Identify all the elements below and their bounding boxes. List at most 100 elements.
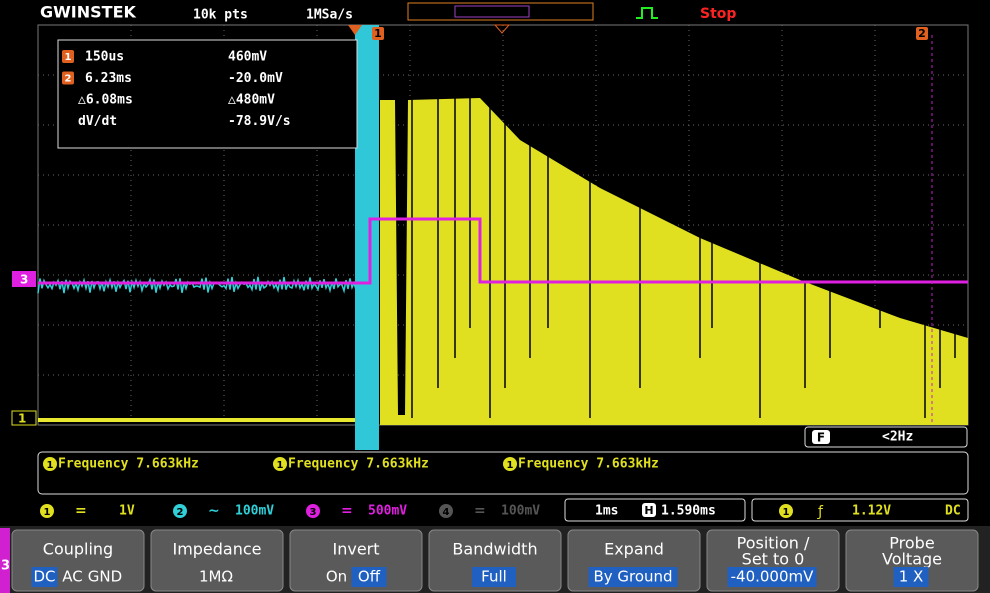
cursor-readout: [57, 39, 358, 149]
position-icon: H: [644, 504, 653, 517]
trigger-box: [751, 498, 969, 522]
meas-icon: [503, 457, 517, 471]
cursor-time: 150us: [85, 50, 124, 65]
channel-scale: 100mV: [235, 504, 274, 519]
menu-button[interactable]: Invert On Off: [289, 529, 423, 592]
button-option: 1 X: [899, 568, 924, 586]
cursor-2-marker: [916, 27, 928, 40]
filter-box: [804, 426, 968, 448]
cursor-time: △6.08ms: [78, 93, 133, 108]
meas-icon: [273, 457, 287, 471]
sample-rate: 1MSa/s: [306, 8, 353, 23]
cursor-marker-label: 1: [65, 52, 72, 63]
center-marker: [493, 24, 511, 34]
memory-overview: [407, 2, 594, 21]
option-highlight: [727, 567, 817, 587]
channel-num: 1: [44, 507, 51, 518]
meas-channel: 1: [507, 460, 514, 471]
cursor-1-marker: [372, 27, 384, 40]
ch3-label: 3: [20, 273, 28, 287]
button-option: By Ground: [593, 568, 672, 586]
trigger-source-icon: [779, 504, 793, 518]
filter-icon: F: [817, 431, 825, 445]
meas-icon: [43, 457, 57, 471]
cursor-1-label: 1: [374, 27, 382, 40]
timebase-position: 1.590ms: [661, 504, 716, 519]
button-title: Voltage: [882, 550, 942, 569]
trigger-marker: [348, 25, 362, 35]
menu-button[interactable]: Position /Set to 0-40.000mV: [706, 529, 840, 592]
button-option: 1MΩ: [199, 568, 233, 586]
channel-coupling: =: [474, 503, 486, 519]
ch3-waveform: [38, 217, 968, 285]
cursor-time: dV/dt: [78, 114, 117, 129]
channel-icon: [173, 504, 187, 518]
channel-coupling: ∼: [208, 503, 220, 519]
menu-tab: [0, 528, 10, 593]
button-face: [428, 529, 562, 592]
channel-num: 4: [443, 507, 450, 518]
ch1-baseline: [38, 418, 355, 422]
cursor-marker: [62, 71, 74, 85]
option-highlight: [351, 567, 387, 587]
option-highlight: [31, 567, 58, 587]
meas-text: Frequency 7.663kHz: [518, 457, 659, 472]
channel-num: 2: [177, 507, 184, 518]
trigger-coupling: DC: [945, 504, 961, 519]
ch2-waveform: [37, 276, 357, 294]
ch2-transient: [355, 25, 379, 450]
record-length: 10k pts: [193, 8, 248, 23]
option-highlight: [893, 567, 929, 587]
cursor-volt: -78.9V/s: [228, 114, 291, 129]
channel-icon: [306, 504, 320, 518]
cursor-volt: △480mV: [228, 93, 275, 108]
channel-scale: 1V: [119, 504, 135, 519]
channel-num: 3: [310, 507, 317, 518]
button-face: [845, 529, 979, 592]
cursor-marker-label: 2: [65, 74, 72, 85]
channel-scale: 100mV: [501, 504, 540, 519]
ch1-label: 1: [18, 412, 26, 426]
ch1-waveform: [380, 98, 968, 425]
menu-button[interactable]: Expand By Ground: [567, 529, 701, 592]
run-status: Stop: [700, 6, 736, 22]
channel-icon: [439, 504, 453, 518]
menu-button[interactable]: Bandwidth Full: [428, 529, 562, 592]
button-option: GND: [88, 568, 122, 586]
menu-button[interactable]: Coupling DC AC GND: [11, 529, 145, 592]
view-window: [454, 5, 530, 18]
filter-value: <2Hz: [882, 430, 913, 445]
cursor-volt: -20.0mV: [228, 71, 283, 86]
timebase-scale: 1ms: [595, 504, 618, 519]
button-title: Position /: [737, 534, 810, 553]
menu-button[interactable]: Impedance 1MΩ: [150, 529, 284, 592]
channel-coupling: =: [75, 503, 87, 519]
channel-coupling: =: [341, 503, 353, 519]
meas-text: Frequency 7.663kHz: [58, 457, 199, 472]
cursor-time: 6.23ms: [85, 71, 132, 86]
trigger-icon: [636, 7, 658, 19]
ch1-gaps: [411, 90, 956, 418]
cursor-2-label: 2: [918, 27, 926, 40]
button-face: [150, 529, 284, 592]
measurement-bar: [37, 451, 969, 495]
ch3-label-box: [12, 271, 36, 287]
logo: GWINSTEK: [40, 3, 136, 22]
button-option: AC: [62, 568, 82, 586]
position-icon-box: [642, 503, 656, 517]
button-title: Probe: [889, 534, 934, 553]
button-option: -40.000mV: [731, 568, 815, 586]
meas-text: Frequency 7.663kHz: [288, 457, 429, 472]
filter-icon-box: [812, 430, 830, 444]
channel-scale: 500mV: [368, 504, 407, 519]
button-option: Full: [481, 568, 507, 586]
button-option: On: [326, 568, 347, 586]
trigger-slope: ƒ: [817, 504, 824, 520]
button-title: Expand: [604, 540, 664, 559]
option-highlight: [472, 567, 516, 587]
cursor-volt: 460mV: [228, 50, 267, 65]
meas-channel: 1: [47, 460, 54, 471]
cursor-marker: [62, 50, 74, 63]
